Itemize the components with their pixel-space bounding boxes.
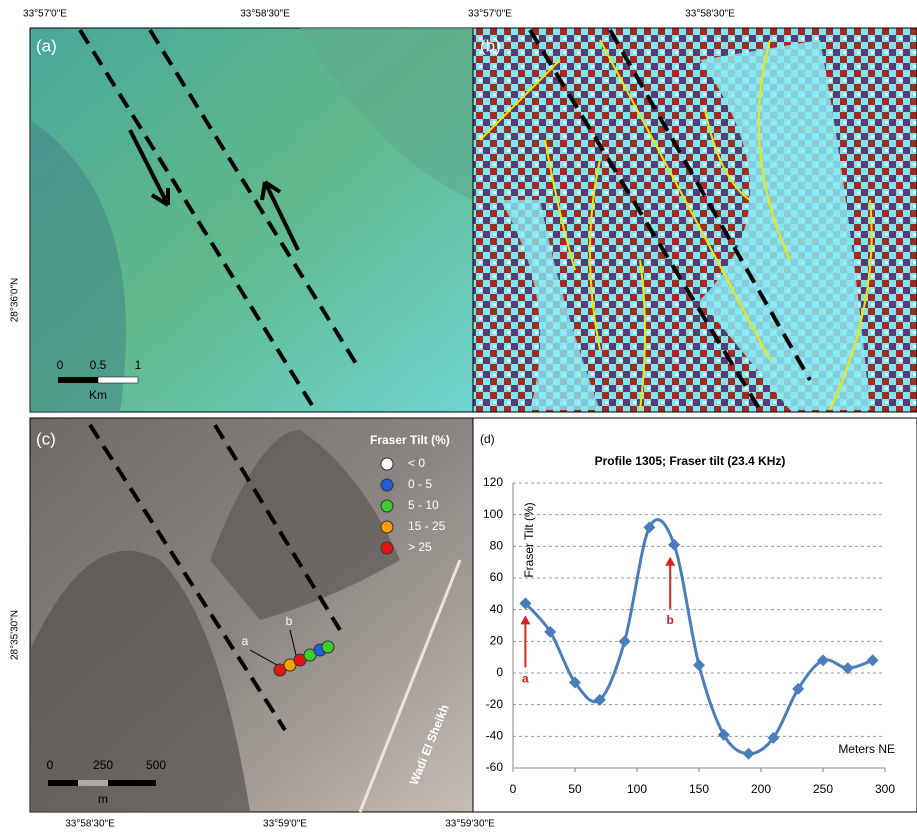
point-label: a — [242, 634, 249, 648]
y-tick-label: 20 — [490, 634, 504, 648]
y-tick-label: -60 — [486, 760, 504, 774]
scale-label: Km — [89, 388, 107, 402]
legend-title: Fraser Tilt (%) — [370, 433, 450, 447]
y-tick-label: 40 — [490, 602, 504, 616]
legend-label: > 25 — [408, 540, 432, 554]
legend-marker — [381, 458, 393, 470]
x-tick-label: 50 — [568, 782, 582, 796]
coord: 33°58'30"E — [240, 9, 290, 20]
legend-label: 5 - 10 — [408, 498, 439, 512]
coord: 33°57'0"E — [468, 9, 512, 20]
x-tick-label: 100 — [627, 782, 647, 796]
chart-title: Profile 1305; Fraser tilt (23.4 KHz) — [595, 454, 786, 468]
coord: 33°58'30"E — [685, 9, 735, 20]
y-tick-label: 120 — [483, 475, 503, 489]
x-tick-label: 200 — [751, 782, 771, 796]
panel-c — [30, 418, 473, 812]
y-tick-label: -20 — [486, 697, 504, 711]
legend-marker — [381, 479, 393, 491]
figure: (a) (b) (c) 33°57'0"E 33°58'30"E 33°57'0… — [0, 0, 917, 831]
annotation: b — [667, 613, 674, 627]
y-tick-label: 0 — [496, 665, 503, 679]
y-tick-label: 60 — [490, 570, 504, 584]
coord: 33°59'0"E — [263, 819, 307, 830]
legend-marker — [381, 542, 393, 554]
legend-label: 15 - 25 — [408, 519, 446, 533]
coord: 28°36'0"N — [10, 278, 21, 323]
scale-label: 500 — [146, 758, 166, 772]
panel-b — [473, 28, 917, 412]
scale-label: 250 — [93, 758, 113, 772]
y-tick-label: 100 — [483, 507, 503, 521]
annotation: a — [522, 672, 529, 686]
coord: 33°58'30"E — [65, 819, 115, 830]
panel-label: (c) — [36, 429, 56, 448]
scale-label: 1 — [135, 358, 142, 372]
legend-label: 0 - 5 — [408, 477, 432, 491]
panel-a — [30, 28, 473, 412]
x-tick-label: 250 — [813, 782, 833, 796]
point-label: b — [286, 614, 293, 628]
panel-label: (b) — [480, 36, 501, 55]
scale-label: 0.5 — [90, 358, 107, 372]
x-tick-label: 150 — [689, 782, 709, 796]
y-tick-label: -40 — [486, 729, 504, 743]
y-tick-label: 80 — [490, 539, 504, 553]
x-tick-label: 0 — [510, 782, 517, 796]
legend-marker — [381, 500, 393, 512]
panel-label: (d) — [480, 432, 495, 446]
coord: 33°59'30"E — [445, 819, 495, 830]
coord: 28°35'30"N — [10, 610, 21, 660]
x-tick-label: 300 — [875, 782, 895, 796]
x-axis-label: Meters NE — [838, 742, 895, 756]
legend-label: < 0 — [408, 456, 425, 470]
scale-label: 0 — [57, 358, 64, 372]
y-axis-label: Fraser Tilt (%) — [522, 502, 536, 577]
scale-label: 0 — [47, 758, 54, 772]
scale-label: m — [98, 792, 108, 806]
legend-marker — [381, 521, 393, 533]
panel-label: (a) — [36, 36, 57, 55]
coord: 33°57'0"E — [23, 9, 67, 20]
